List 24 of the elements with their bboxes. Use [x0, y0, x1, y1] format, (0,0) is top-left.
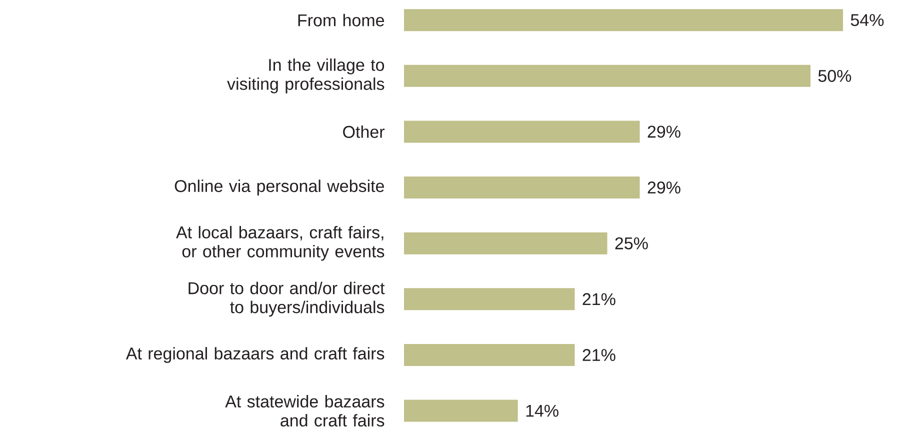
y-tick-label: From home [298, 14, 384, 26]
bar [404, 232, 608, 254]
data-label: 54% [850, 14, 884, 26]
bar [404, 64, 810, 87]
data-label: 21% [582, 348, 616, 361]
y-tick-label: At local bazaars, craft fairs, or other community events [176, 226, 384, 261]
bar [404, 176, 640, 199]
data-label: 50% [818, 70, 852, 82]
y-tick-label: At statewide bazaars and craft fairs [225, 395, 384, 427]
bar [404, 344, 575, 366]
data-label: 14% [526, 404, 558, 417]
y-tick-label: Online via personal website [174, 180, 384, 196]
bar [404, 288, 575, 310]
data-label: 29% [648, 126, 680, 138]
data-label: 21% [582, 293, 616, 306]
y-tick-label: In the village to visiting professionals [227, 58, 384, 94]
bar [404, 9, 843, 32]
bar [404, 400, 518, 422]
y-tick-label: At regional bazaars and craft fairs [126, 347, 384, 363]
bar [404, 120, 640, 143]
y-tick-label: Door to door and/or direct to buyers/individuals [188, 282, 385, 317]
data-label: 25% [615, 237, 648, 250]
y-tick-label: Other [343, 125, 385, 138]
data-label: 29% [648, 182, 680, 194]
